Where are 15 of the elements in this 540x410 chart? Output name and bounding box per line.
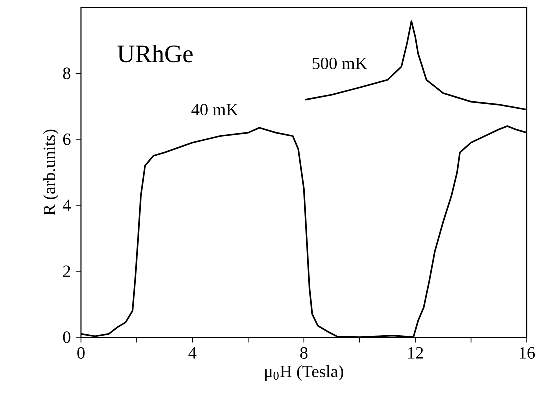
x-tick-label: 16 bbox=[520, 347, 536, 359]
y-tick-label: 2 bbox=[63, 266, 70, 278]
y-tick-label: 4 bbox=[63, 200, 72, 212]
series-label: 500 mK bbox=[312, 58, 368, 70]
x-tick-label: 4 bbox=[188, 347, 197, 359]
y-tick-label: 8 bbox=[63, 68, 71, 80]
x-tick-label: 12 bbox=[408, 347, 424, 359]
y-axis-title: R (arb.units) bbox=[43, 130, 59, 216]
x-tick-label: 8 bbox=[300, 347, 308, 359]
series-label: 40 mK bbox=[192, 104, 238, 116]
y-tick-label: 0 bbox=[63, 332, 71, 344]
y-tick-label: 6 bbox=[63, 134, 71, 146]
x-axis-title: μ$_{0}$H (Tesla) bbox=[266, 365, 344, 381]
annotation: URhGe bbox=[118, 44, 193, 63]
x-tick-label: 0 bbox=[78, 347, 85, 359]
